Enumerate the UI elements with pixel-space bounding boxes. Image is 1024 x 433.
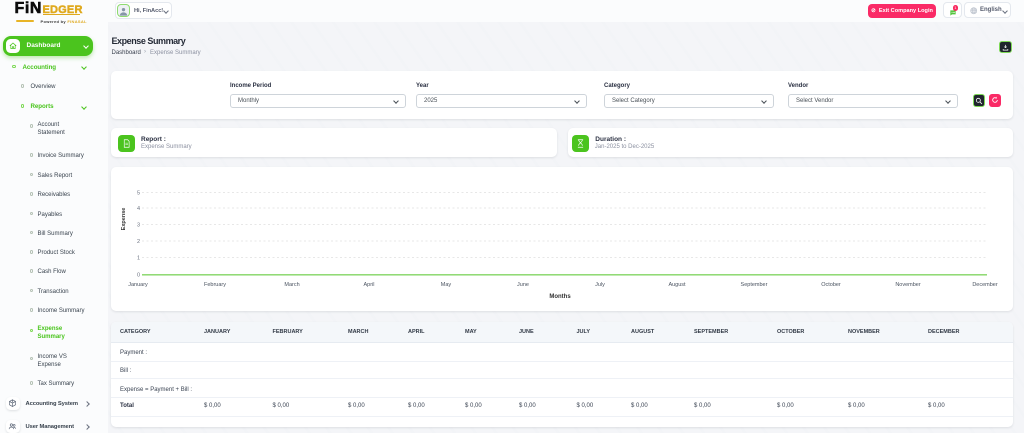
svg-text:5: 5 xyxy=(137,191,140,197)
svg-text:September: September xyxy=(741,282,768,288)
svg-text:Months: Months xyxy=(549,294,571,300)
svg-text:August: August xyxy=(668,282,686,288)
svg-text:January: January xyxy=(128,282,148,288)
svg-text:March: March xyxy=(284,282,299,288)
svg-text:1: 1 xyxy=(137,256,140,262)
svg-text:4: 4 xyxy=(137,206,140,212)
svg-text:November: November xyxy=(895,282,921,288)
svg-text:Expense: Expense xyxy=(121,208,127,231)
svg-text:2: 2 xyxy=(137,239,140,245)
svg-text:December: December xyxy=(972,282,998,288)
svg-text:February: February xyxy=(204,282,226,288)
svg-text:June: June xyxy=(517,282,529,288)
svg-text:May: May xyxy=(441,282,452,288)
svg-text:April: April xyxy=(363,282,374,288)
svg-text:October: October xyxy=(821,282,841,288)
svg-text:3: 3 xyxy=(137,223,140,229)
svg-text:July: July xyxy=(595,282,605,288)
svg-text:0: 0 xyxy=(137,273,140,279)
